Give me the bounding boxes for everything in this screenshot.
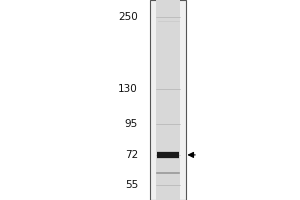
Text: 95: 95 <box>125 119 138 129</box>
Bar <box>150 0 186 200</box>
Text: 250: 250 <box>118 12 138 22</box>
Text: 130: 130 <box>118 84 138 94</box>
Text: 72: 72 <box>125 150 138 160</box>
Bar <box>156 0 180 200</box>
Text: 55: 55 <box>125 180 138 190</box>
